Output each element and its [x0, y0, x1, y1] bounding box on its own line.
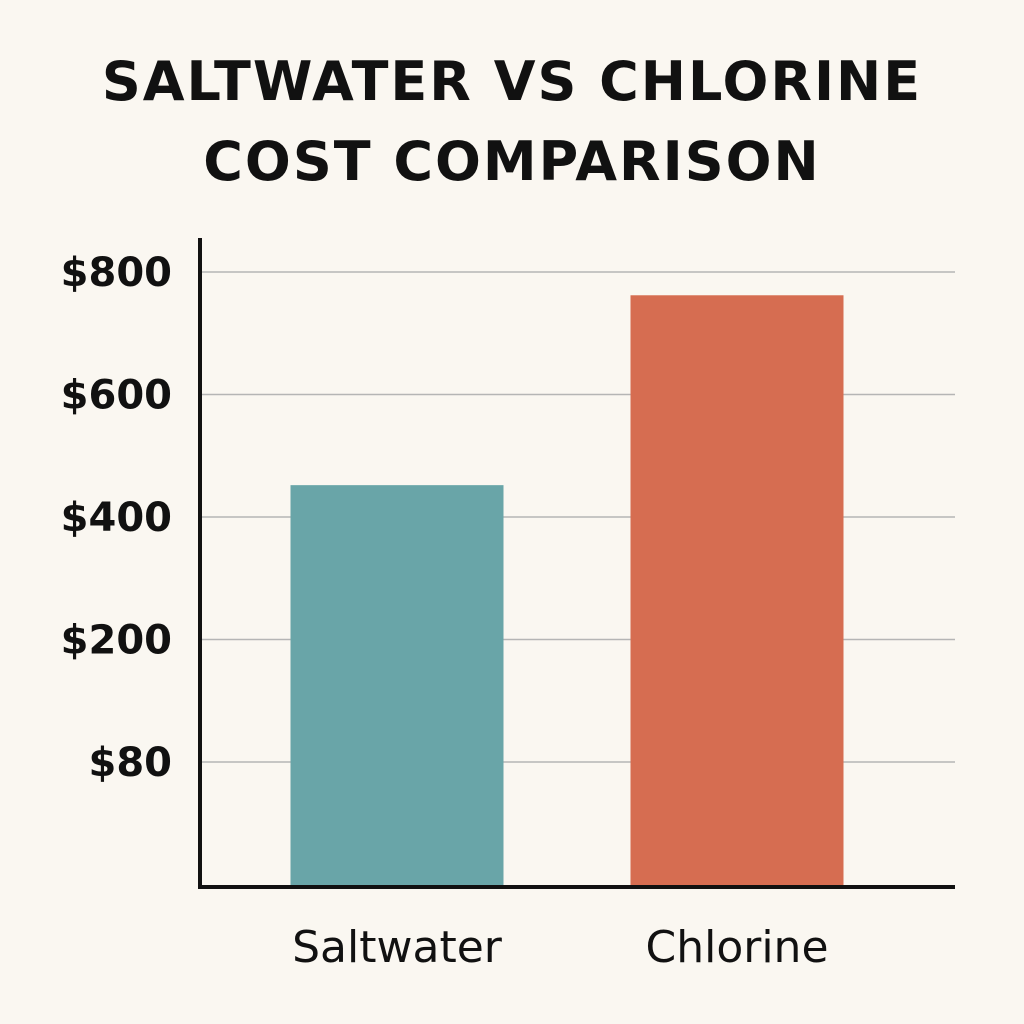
- bar-saltwater: [290, 485, 504, 887]
- axes: [198, 238, 955, 889]
- y-tick-label: $600: [61, 373, 172, 419]
- bars: [290, 295, 844, 887]
- bar-chlorine: [630, 295, 844, 887]
- chart-title-line-1: SALTWATER VS CHLORINE: [101, 50, 923, 113]
- y-tick-label: $800: [61, 250, 172, 296]
- y-tick-label: $80: [89, 740, 173, 786]
- chart-title-line-2: COST COMPARISON: [203, 130, 821, 193]
- y-tick-label: $200: [61, 618, 172, 664]
- y-tick-labels: $800 $600 $400 $200 $80: [61, 250, 172, 786]
- x-category-label: Chlorine: [645, 922, 828, 973]
- x-category-label: Saltwater: [292, 922, 503, 973]
- category-labels: Saltwater Chlorine: [292, 922, 828, 973]
- y-tick-label: $400: [61, 495, 172, 541]
